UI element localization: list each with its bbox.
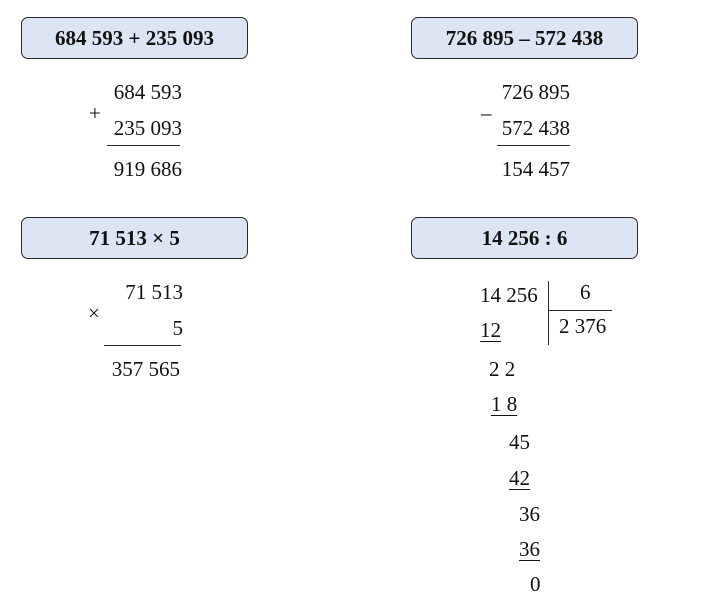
division-dividend: 14 256 [480,283,538,307]
subtraction-header: 726 895 – 572 438 [411,17,638,59]
multiplication-sign: × [88,301,100,325]
addition-header-text: 684 593 + 235 093 [55,25,214,50]
division-step-remainder-3: 36 [519,502,540,526]
division-step-product-1: 12 [480,318,501,342]
multiplication-operand-1: 71 513 [125,280,183,304]
multiplication-header: 71 513 × 5 [21,217,248,259]
division-divisor: 6 [580,280,591,304]
subtraction-result: 154 457 [501,157,570,181]
division-quotient: 2 376 [559,314,607,338]
addition-result: 919 686 [113,157,182,181]
subtraction-result-line [497,145,570,147]
division-divider-vertical [548,281,550,345]
addition-header: 684 593 + 235 093 [21,17,248,59]
division-step-product-2: 1 8 [491,392,518,416]
addition-sign: + [89,101,101,125]
addition-result-line [107,145,180,147]
division-divider-horizontal [548,310,612,312]
division-step-remainder-final: 0 [530,572,541,596]
division-header: 14 256 : 6 [411,217,638,259]
multiplication-operand-2: 5 [172,316,184,340]
addition-operand-1: 684 593 [113,80,182,104]
subtraction-sign: – [481,101,492,125]
division-step-product-4: 36 [519,537,540,561]
division-header-text: 14 256 : 6 [481,225,568,250]
multiplication-result: 357 565 [111,357,180,381]
division-step-remainder-2: 45 [509,430,530,454]
division-step-remainder-1: 2 2 [489,357,516,381]
addition-operand-2: 235 093 [113,116,182,140]
subtraction-operand-2: 572 438 [501,116,570,140]
division-step-product-3: 42 [509,466,530,490]
subtraction-header-text: 726 895 – 572 438 [445,25,604,50]
multiplication-header-text: 71 513 × 5 [89,225,180,250]
subtraction-operand-1: 726 895 [501,80,570,104]
multiplication-result-line [104,345,181,347]
